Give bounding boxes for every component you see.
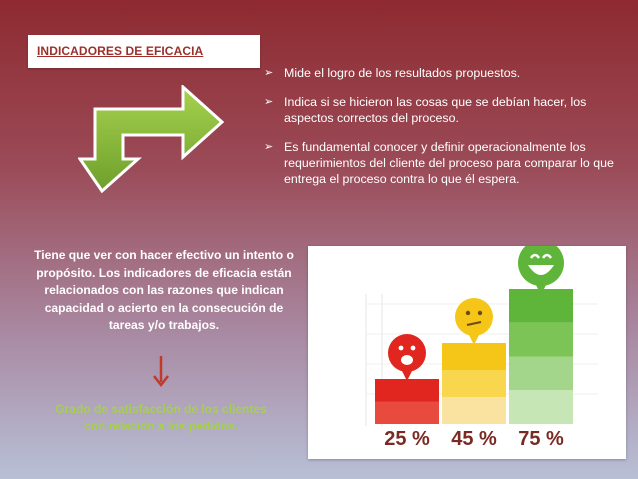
slide-title: INDICADORES DE EFICACIA [37,44,204,58]
bullet-item: ➢ Es fundamental conocer y definir opera… [260,139,620,187]
bullet-arrow-icon: ➢ [264,67,274,79]
caption-text: Grado de satisfacción de los clientes co… [55,402,267,433]
face-bubble-tail [401,369,413,381]
chart-bar-segment [442,397,506,424]
bullet-item: ➢ Mide el logro de los resultados propue… [260,65,620,81]
bullet-item: ➢ Indica si se hicieron las cosas que se… [260,94,620,126]
face-bubble-tail [468,333,480,345]
bent-arrow-icon [78,85,225,193]
down-arrow-icon [153,356,169,388]
face-bubble-tail [535,283,547,295]
bar-value-label: 45 % [451,428,497,450]
face-eye [541,253,553,259]
face-mouth [466,321,482,326]
bar-value-label: 25 % [384,428,430,450]
bullet-arrow-icon: ➢ [264,96,274,108]
chart-bar-segment [442,343,506,370]
bullet-text: Es fundamental conocer y definir operaci… [284,140,614,186]
happy-face-icon [518,240,564,286]
chart-bar-segment [375,401,439,424]
face-eye [398,345,404,351]
sad-face-icon [388,334,426,372]
bullet-text: Indica si se hicieron las cosas que se d… [284,95,587,125]
bullet-arrow-icon: ➢ [264,141,274,153]
face-eye [529,253,541,259]
neutral-face-icon [455,298,493,336]
bar-value-label: 75 % [518,428,564,450]
face-eye [410,345,416,351]
face-eye [477,310,483,316]
chart-bar-segment [375,379,439,402]
bullet-list: ➢ Mide el logro de los resultados propue… [260,65,620,200]
title-box: INDICADORES DE EFICACIA [28,35,260,68]
face-mouth [401,355,413,365]
bullet-text: Mide el logro de los resultados propuest… [284,66,521,80]
face-eye [465,310,471,316]
chart-bar-segment [509,322,573,357]
chart-bar-segment [509,390,573,424]
chart-bar-segment [442,370,506,397]
satisfaction-chart: 25 % 45 % 75 % [365,240,598,450]
satisfaction-chart-panel: 25 % 45 % 75 % [308,240,626,459]
chart-bar-segment [509,356,573,391]
face-mouth [528,265,554,275]
description-text: Tiene que ver con hacer efectivo un inte… [34,248,294,332]
